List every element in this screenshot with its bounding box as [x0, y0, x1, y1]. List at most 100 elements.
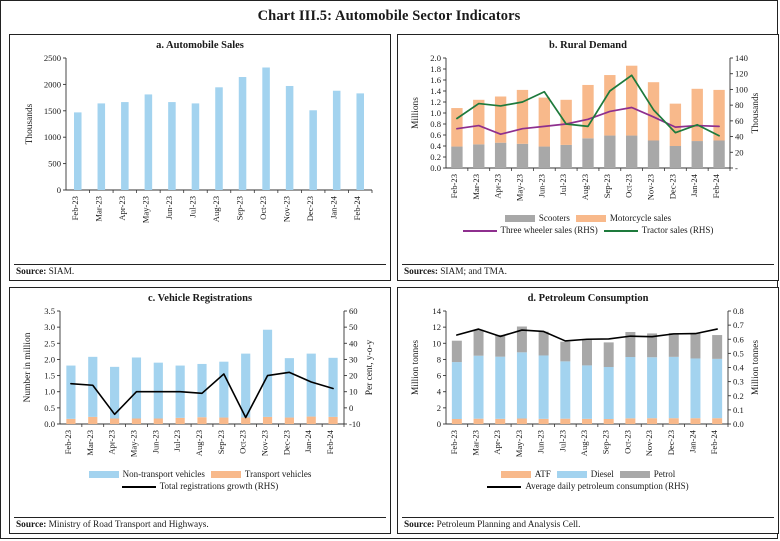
legend-item-atf[interactable]: ATF	[500, 469, 551, 480]
y-axis-right-tick-label: 0.6	[733, 334, 744, 344]
y-axis-right-tick-label: 30	[349, 354, 358, 364]
bar-segment	[262, 329, 273, 417]
x-axis-tick-label: Jul-23	[172, 430, 182, 451]
legend-item-total-registrations-growth-rhs[interactable]: Total registrations growth (RHS)	[121, 481, 279, 492]
x-axis-tick-label: Apr-23	[107, 430, 117, 455]
x-axis-tick-label: Mar-23	[85, 430, 95, 456]
y-axis-right-tick-label: 0.4	[733, 363, 744, 373]
x-axis-tick-label: Mar-23	[471, 174, 481, 200]
bar-segment	[713, 140, 725, 168]
panel-petroleum-consumption: d. Petroleum Consumption 0 2 4 6 8 10 12 14 Mill…	[397, 287, 779, 534]
y-axis-tick-label: 1.6	[430, 75, 441, 85]
bar-segment	[516, 326, 527, 353]
x-axis-tick-label: Jul-23	[187, 196, 197, 217]
bar-segment	[328, 416, 338, 424]
legend-item-diesel[interactable]: Diesel	[556, 469, 614, 480]
bar-segment	[625, 331, 636, 358]
bar-segment	[538, 146, 550, 168]
bar-segment	[582, 418, 592, 424]
panel-d-legend: ATF Diesel Petrol Average daily petroleum c…	[402, 468, 774, 493]
legend-item-average-daily-petroleum-consumption-rhs[interactable]: Average daily petroleum consumption (RHS…	[487, 481, 689, 492]
x-axis-tick-label: Jul-23	[558, 174, 568, 195]
x-axis-tick-label: Feb-24	[325, 429, 335, 454]
legend-color-swatch	[575, 215, 606, 223]
legend-item-transport-vehicles[interactable]: Transport vehicles	[210, 469, 311, 480]
bar-segment	[516, 89, 529, 144]
bar-segment	[219, 417, 229, 424]
bar-segment	[144, 94, 153, 190]
bar-segment	[306, 353, 316, 417]
bar-segment	[669, 103, 682, 146]
bar-segment	[668, 333, 679, 357]
legend-label: Total registrations growth (RHS)	[159, 481, 279, 492]
y-axis-tick-label: 2.0	[430, 53, 441, 63]
legend-color-swatch	[556, 471, 587, 479]
panel-c-plot: 0.0 0.5 1.0 1.5 2.0 2.5 3.0 3.5 Number in millio…	[14, 305, 386, 468]
y-axis-right-tick-label: 0	[349, 403, 353, 413]
x-axis-tick-label: Feb-23	[449, 430, 459, 454]
bar-segment	[690, 358, 701, 419]
legend-row: Non-transport vehicles Transport vehicles	[14, 469, 386, 480]
y-axis-right-tick-label: 0.3	[733, 377, 744, 387]
bar-segment	[582, 138, 594, 168]
legend-row: ATF Diesel Petrol	[402, 469, 774, 480]
legend-row: Three wheeler sales (RHS) Tractor sales (…	[402, 225, 774, 236]
panel-d-source-text: Petroleum Planning and Analysis Cell.	[434, 520, 581, 530]
bar-segment	[603, 342, 614, 368]
bar-segment	[495, 356, 506, 419]
legend-item-petrol[interactable]: Petrol	[619, 469, 676, 480]
y-axis-tick-label: 1.2	[430, 97, 441, 107]
bar-segment	[332, 90, 341, 190]
bar-segment	[690, 333, 701, 359]
x-axis-tick-label: Apr-23	[117, 196, 127, 221]
y-axis-tick-label: 0	[57, 185, 61, 195]
panel-b-title: b. Rural Demand	[549, 40, 627, 51]
y-axis-right-tick-label: 20	[735, 147, 744, 157]
bar-segment	[215, 87, 223, 190]
legend-color-swatch	[88, 471, 119, 479]
panel-b-source: Sources: SIAM; and TMA.	[402, 264, 774, 278]
bar-segment	[110, 366, 120, 419]
bar-segment	[560, 418, 571, 424]
y-axis-tick-label: 8	[437, 354, 441, 364]
bar-segment	[153, 418, 163, 424]
x-axis-tick-label: Jun-23	[536, 174, 546, 197]
bar-segment	[626, 65, 638, 136]
legend-item-non-transport-vehicles[interactable]: Non-transport vehicles	[88, 469, 205, 480]
bar-segment	[451, 418, 462, 424]
legend-label: Motorcycle sales	[609, 213, 672, 223]
bar-segment	[121, 102, 129, 190]
legend-label: ATF	[534, 469, 551, 479]
y-axis-tick-label: 2.5	[44, 338, 55, 348]
x-axis-tick-label: May-23	[514, 430, 524, 457]
bar-segment	[690, 418, 701, 424]
bar-segment	[238, 77, 247, 190]
panel-d-source: Source: Petroleum Planning and Analysis …	[402, 517, 774, 531]
legend-item-scooters[interactable]: Scooters	[504, 213, 570, 224]
x-axis-tick-label: Jan-24	[689, 173, 699, 197]
bar-segment	[110, 418, 120, 424]
legend-item-three-wheeler-sales-rhs[interactable]: Three wheeler sales (RHS)	[462, 225, 598, 236]
panel-a-source-text: SIAM.	[46, 267, 75, 277]
y-axis-tick-label: 0.5	[44, 403, 55, 413]
x-axis-tick-label: Sep-23	[216, 430, 226, 454]
x-axis-tick-label: Jun-23	[150, 430, 160, 453]
y-axis-right-tick-label: -10	[349, 419, 360, 429]
legend-item-tractor-sales-rhs[interactable]: Tractor sales (RHS)	[603, 225, 713, 236]
y-axis-right-tick-label: 10	[349, 387, 358, 397]
y-axis-right-title: Million tonnes	[751, 340, 761, 395]
legend-item-motorcycle-sales[interactable]: Motorcycle sales	[575, 213, 672, 224]
bar-segment	[451, 340, 462, 363]
y-axis-right-tick-label: 20	[349, 371, 358, 381]
bar-segment	[603, 367, 614, 419]
legend-label: Petrol	[653, 469, 676, 479]
chart-c-svg: 0.0 0.5 1.0 1.5 2.0 2.5 3.0 3.5 Number in millio…	[23, 306, 375, 457]
bar-segment	[691, 88, 703, 142]
x-axis-tick-label: Feb-24	[711, 173, 721, 198]
bar-segment	[451, 146, 463, 168]
bar-segment	[560, 99, 572, 145]
bar-segment	[668, 356, 679, 419]
y-axis-tick-label: 0.6	[430, 130, 441, 140]
x-axis-tick-label: Apr-23	[493, 174, 503, 199]
x-axis-tick-label: Aug-23	[211, 196, 221, 222]
